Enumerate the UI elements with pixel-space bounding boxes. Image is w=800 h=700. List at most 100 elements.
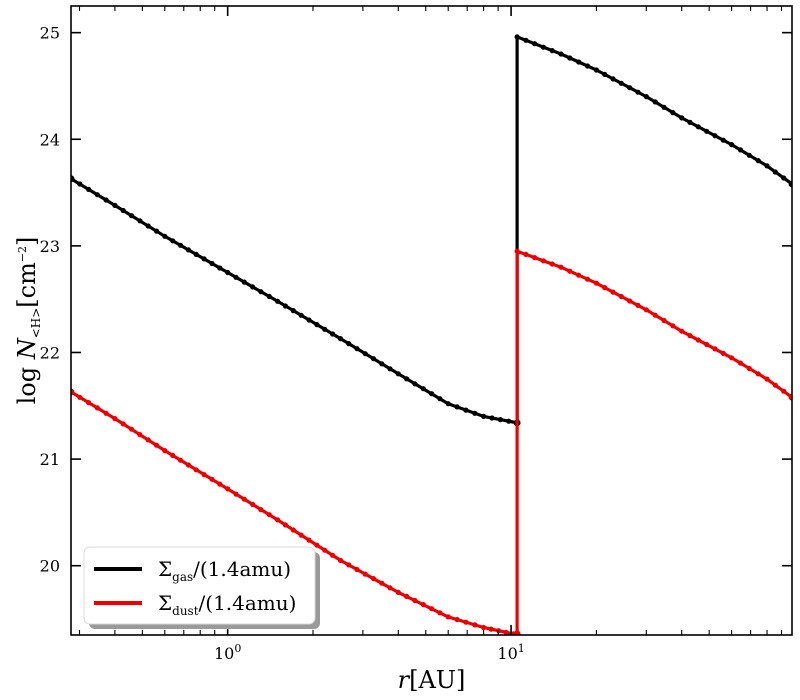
x-tick-label: 101 xyxy=(497,642,524,663)
data-point xyxy=(695,337,701,343)
data-point xyxy=(429,606,435,612)
data-point xyxy=(362,351,368,357)
data-point xyxy=(185,247,191,253)
data-point xyxy=(472,622,478,628)
data-point xyxy=(695,124,701,130)
data-point xyxy=(94,192,100,198)
data-point xyxy=(788,180,792,188)
data-point xyxy=(593,67,600,73)
data-point xyxy=(290,308,296,314)
data-point xyxy=(306,317,312,323)
data-point xyxy=(137,218,143,224)
y-tick-label: 21 xyxy=(40,450,60,469)
data-point xyxy=(266,512,272,518)
data-point xyxy=(412,597,418,604)
data-point xyxy=(503,629,509,635)
data-point xyxy=(532,255,538,261)
data-point xyxy=(314,322,320,328)
data-point xyxy=(772,382,778,388)
data-point xyxy=(387,585,393,591)
data-point xyxy=(330,552,336,558)
data-point xyxy=(610,289,616,295)
data-point xyxy=(420,386,426,392)
data-point xyxy=(576,272,582,278)
data-point xyxy=(379,361,385,367)
data-point xyxy=(627,85,633,91)
legend: Σgas/(1.4amu) Σdust/(1.4amu) xyxy=(83,546,320,629)
data-point xyxy=(643,94,649,100)
series-line-gas xyxy=(71,177,519,425)
data-point xyxy=(233,274,239,280)
data-point xyxy=(781,175,787,181)
data-point xyxy=(354,566,360,573)
data-point xyxy=(162,448,168,454)
data-point xyxy=(670,323,676,329)
data-point xyxy=(429,391,435,397)
data-point xyxy=(635,89,641,95)
data-point xyxy=(610,76,616,82)
data-point xyxy=(112,416,118,422)
data-point xyxy=(445,401,451,407)
data-point xyxy=(282,303,288,309)
data-point xyxy=(387,366,393,372)
data-point xyxy=(404,593,410,600)
data-point xyxy=(128,213,135,219)
data-point xyxy=(282,522,288,528)
data-point xyxy=(558,51,564,57)
data-point xyxy=(593,280,600,286)
data-point xyxy=(463,407,469,413)
data-point xyxy=(209,476,215,482)
data-point xyxy=(250,284,256,290)
data-point xyxy=(712,346,718,352)
data-point xyxy=(86,400,92,406)
series-line-dust xyxy=(515,249,792,635)
data-point xyxy=(120,421,126,427)
data-point xyxy=(354,346,360,352)
data-point xyxy=(412,381,418,387)
data-point xyxy=(513,630,521,635)
plot-frame xyxy=(70,5,793,636)
data-point xyxy=(290,527,296,533)
data-point xyxy=(162,233,168,239)
data-point xyxy=(241,279,247,285)
data-point xyxy=(481,624,487,631)
data-point xyxy=(489,415,495,421)
data-point xyxy=(128,426,135,432)
data-point xyxy=(193,251,199,257)
data-point xyxy=(643,307,649,313)
data-point xyxy=(463,619,469,625)
data-point xyxy=(602,71,608,77)
data-point xyxy=(201,472,207,478)
data-point xyxy=(720,137,726,143)
data-point xyxy=(170,452,176,458)
data-point xyxy=(193,467,199,473)
data-point xyxy=(472,410,478,416)
data-point xyxy=(481,413,487,419)
data-point xyxy=(584,276,591,282)
data-point xyxy=(185,462,191,468)
data-point xyxy=(71,388,75,396)
data-point xyxy=(153,228,160,234)
data-point xyxy=(687,119,693,125)
data-point xyxy=(266,293,272,300)
data-point xyxy=(781,388,787,394)
data-point xyxy=(532,41,538,47)
data-point xyxy=(346,341,352,347)
data-point xyxy=(661,317,667,324)
data-point xyxy=(729,142,735,148)
data-point xyxy=(170,238,176,244)
data-point xyxy=(788,393,792,401)
data-point xyxy=(704,128,710,134)
data-point xyxy=(137,432,143,438)
data-point xyxy=(225,269,231,276)
data-point xyxy=(322,326,328,332)
data-point xyxy=(370,356,377,362)
data-point xyxy=(729,355,735,361)
data-point xyxy=(497,417,503,423)
data-point xyxy=(523,37,529,43)
data-point xyxy=(250,501,256,507)
data-point xyxy=(404,376,410,382)
data-point xyxy=(77,181,83,187)
data-point xyxy=(661,104,667,110)
